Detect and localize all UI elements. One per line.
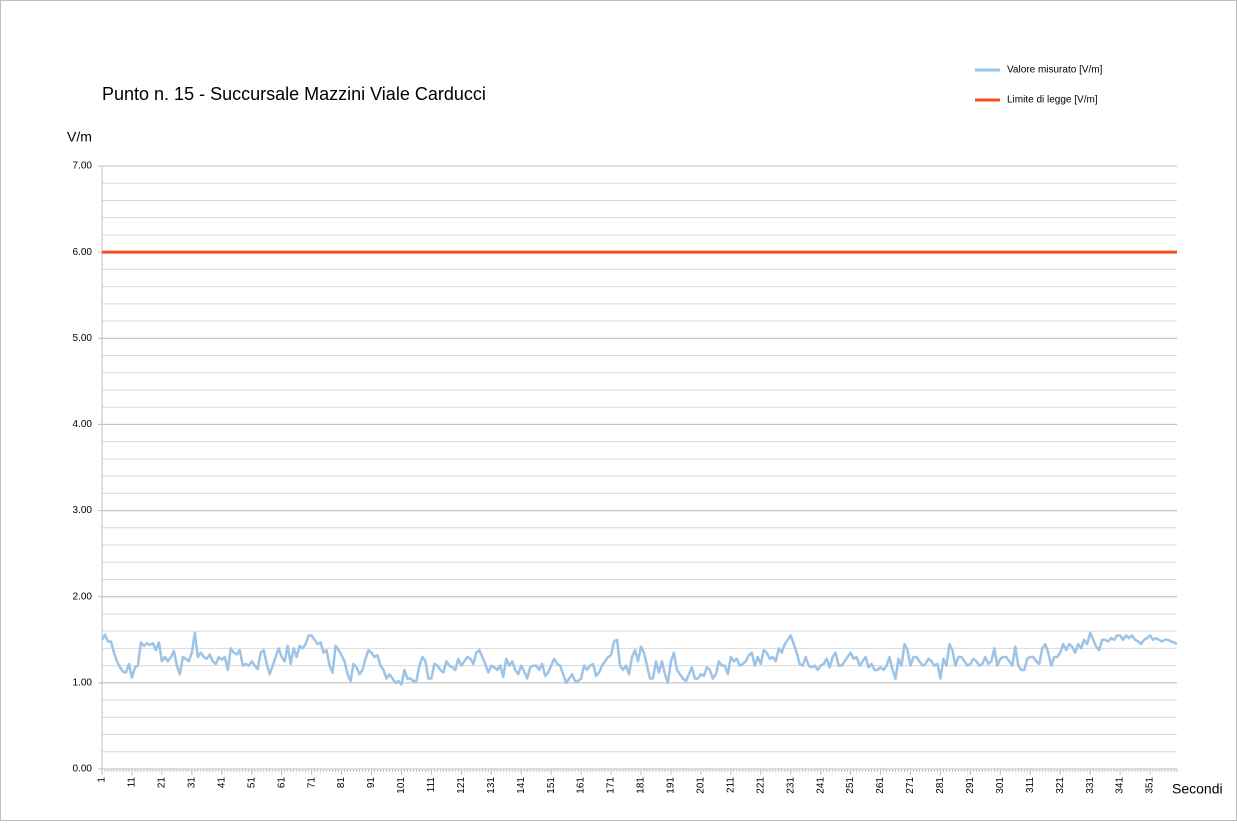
x-tick-label: 301 (995, 777, 1006, 794)
x-tick-label: 111 (426, 777, 437, 793)
x-tick-label: 221 (755, 777, 766, 794)
x-tick-label: 251 (845, 777, 856, 794)
x-tick-label: 271 (905, 777, 916, 794)
y-tick-label: 1.00 (73, 677, 93, 688)
series-line (100, 631, 1178, 686)
x-tick-label: 201 (696, 777, 707, 794)
x-tick-label: 91 (366, 777, 377, 789)
x-tick-label: 121 (456, 777, 467, 794)
y-tick-label: 0.00 (73, 764, 93, 775)
x-tick-label: 1 (97, 777, 108, 783)
x-tick-label: 231 (785, 777, 796, 794)
x-tick-label: 61 (276, 777, 287, 789)
x-tick-label: 291 (965, 777, 976, 794)
legend-label: Limite di legge [V/m] (1007, 95, 1098, 106)
x-tick-label: 81 (336, 777, 347, 789)
x-tick-label: 261 (875, 777, 886, 794)
x-tick-label: 191 (666, 777, 677, 794)
x-tick-label: 41 (216, 777, 227, 789)
x-tick-label: 131 (486, 777, 497, 794)
x-tick-label: 51 (246, 777, 257, 789)
x-tick-label: 351 (1145, 777, 1156, 794)
x-axis-label: Secondi (1172, 781, 1223, 797)
x-tick-label: 341 (1115, 777, 1126, 794)
x-tick-label: 181 (636, 777, 647, 794)
legend-label: Valore misurato [V/m] (1007, 65, 1103, 76)
x-tick-label: 211 (725, 777, 736, 793)
x-tick-label: 71 (306, 777, 317, 789)
x-tick-label: 241 (815, 777, 826, 794)
x-tick-label: 21 (157, 777, 168, 789)
y-tick-label: 3.00 (73, 505, 93, 516)
y-tick-label: 6.00 (73, 247, 93, 258)
y-tick-label: 2.00 (73, 591, 93, 602)
x-tick-label: 151 (546, 777, 557, 794)
x-tick-label: 331 (1085, 777, 1096, 794)
x-tick-label: 161 (576, 777, 587, 794)
x-tick-label: 101 (396, 777, 407, 794)
x-tick-label: 141 (516, 777, 527, 794)
y-tick-label: 7.00 (73, 161, 93, 172)
y-tick-label: 5.00 (73, 333, 93, 344)
chart-title: Punto n. 15 - Succursale Mazzini Viale C… (102, 84, 486, 104)
x-tick-label: 11 (127, 777, 138, 788)
x-tick-label: 321 (1055, 777, 1066, 794)
y-tick-label: 4.00 (73, 419, 93, 430)
x-tick-label: 311 (1025, 777, 1036, 793)
x-tick-label: 281 (935, 777, 946, 794)
y-axis-label: V/m (67, 129, 92, 145)
x-tick-label: 31 (186, 777, 197, 789)
x-tick-label: 171 (606, 777, 617, 794)
